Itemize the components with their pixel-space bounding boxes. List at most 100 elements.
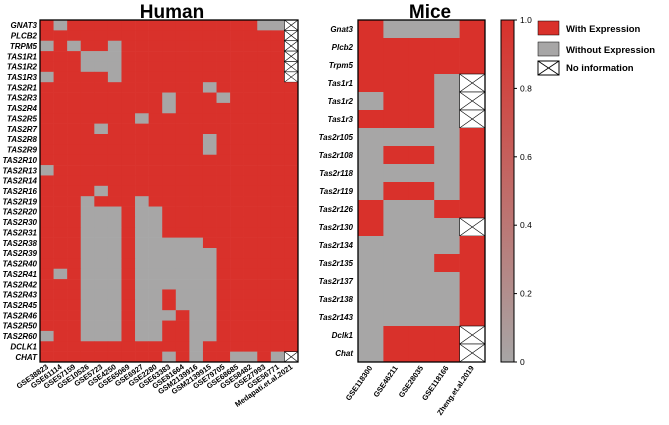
human-cell [67,289,81,300]
human-cell [149,238,163,249]
human-cell [162,196,176,207]
human-cell [230,227,244,238]
human-cell [40,258,54,269]
human-cell [108,61,122,72]
mice-cell [383,38,409,56]
human-row-label: TAS2R20 [2,208,37,217]
human-cell [176,93,190,104]
human-cell [94,20,108,31]
mice-row-label: Tas1r3 [328,115,354,124]
human-cell [203,41,217,52]
human-cell [271,93,285,104]
human-cell [67,20,81,31]
human-cell [230,144,244,155]
human-row-label: TAS2R13 [2,166,37,175]
human-cell [149,310,163,321]
human-cell [40,310,54,321]
mice-cell [358,92,384,110]
human-cell [81,72,95,83]
colorbar-tick-label: 1.0 [520,15,532,25]
human-cell [230,279,244,290]
human-cell [244,196,258,207]
human-cell [135,248,149,259]
human-cell [135,155,149,166]
human-cell [176,82,190,93]
human-cell [176,144,190,155]
human-cell [217,103,231,114]
mice-cell [383,326,409,344]
human-cell [81,155,95,166]
human-cell [176,124,190,135]
human-cell [244,310,258,321]
human-cell [67,310,81,321]
human-cell [67,269,81,280]
human-cell [162,289,176,300]
human-cell [67,321,81,332]
human-cell [40,341,54,352]
human-cell [271,279,285,290]
human-cell [135,341,149,352]
human-cell [108,238,122,249]
human-row-label: TAS2R10 [2,156,37,165]
human-cell [81,30,95,41]
human-cell [162,20,176,31]
human-cell [257,72,271,83]
human-cell [217,207,231,218]
human-cell [94,352,108,363]
human-cell [149,51,163,62]
human-cell [54,155,68,166]
legend: With Expression Without Expression No in… [538,21,655,75]
human-cell [257,155,271,166]
human-cell [81,82,95,93]
human-row-label: TAS2R30 [2,218,37,227]
mice-cell [383,164,409,182]
human-cell [257,352,271,363]
human-cell [230,41,244,52]
human-cell-noinfo [284,61,298,71]
human-cell [257,217,271,228]
human-cell [189,289,203,300]
mice-row-label: Tas2r118 [319,169,353,178]
mice-cell [460,236,486,254]
mice-cell [383,290,409,308]
human-cell [67,300,81,311]
human-cell [230,165,244,176]
human-cell [108,269,122,280]
mice-cell [434,182,460,200]
human-cell [108,155,122,166]
human-cell [135,279,149,290]
human-cell [135,134,149,145]
mice-cell [460,20,486,38]
mice-cell [409,308,435,326]
mice-row-label: Tas2r137 [319,277,354,286]
human-cell [217,258,231,269]
human-cell [203,352,217,363]
human-cell [162,227,176,238]
mice-cell [383,146,409,164]
human-cell [162,279,176,290]
human-cell [244,41,258,52]
colorbar-tick-label: 0.4 [520,220,532,230]
human-cell [40,321,54,332]
human-cell [94,341,108,352]
human-cell [94,41,108,52]
mice-cell [409,164,435,182]
human-cell [54,144,68,155]
human-cell [244,258,258,269]
human-row-label: PLCB2 [11,32,38,41]
mice-cell-noinfo [460,92,485,110]
human-cell [67,175,81,186]
human-cell [40,196,54,207]
human-cell [284,238,298,249]
human-cell [176,175,190,186]
human-cell [135,113,149,124]
human-cell [81,165,95,176]
human-cell [94,217,108,228]
human-cell [67,113,81,124]
mice-cell [434,110,460,128]
human-cell [162,300,176,311]
human-cell [217,331,231,342]
human-cell [108,258,122,269]
human-cell [54,82,68,93]
human-cell [81,186,95,197]
